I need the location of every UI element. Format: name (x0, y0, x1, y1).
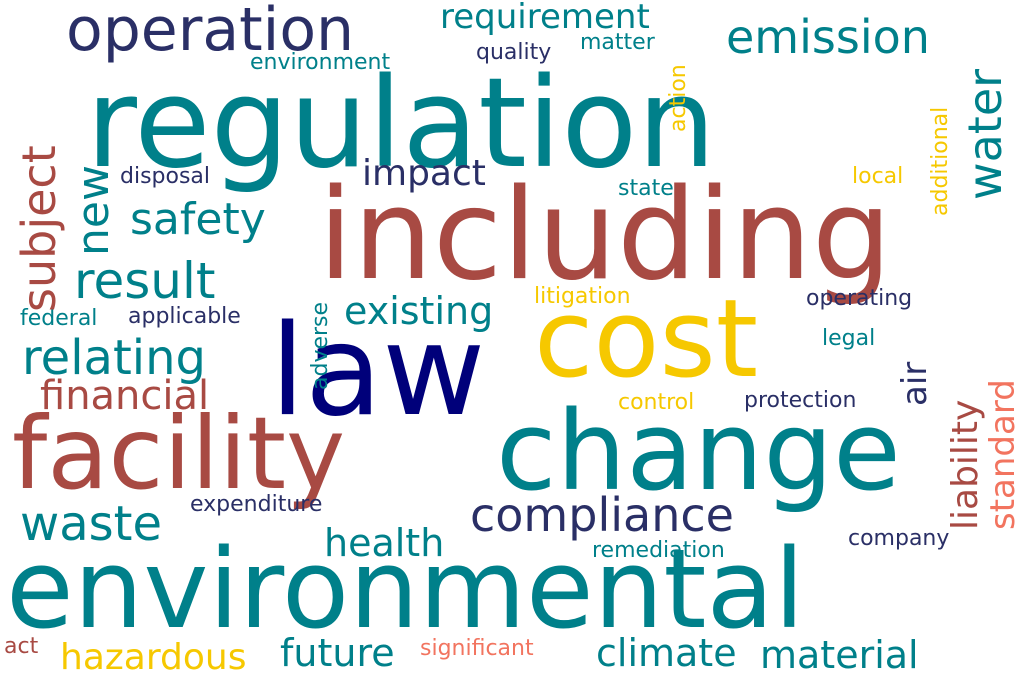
word-financial: financial (40, 373, 210, 419)
word-impact: impact (362, 153, 486, 194)
word-new: new (68, 165, 119, 256)
word-emission: emission (726, 10, 930, 64)
word-remediation: remediation (592, 538, 725, 563)
word-additional: additional (928, 106, 953, 216)
word-act: act (4, 634, 39, 659)
word-climate: climate (596, 631, 737, 675)
word-health: health (324, 521, 445, 565)
word-waste: waste (20, 496, 163, 552)
word-law: law (270, 297, 486, 444)
word-including: including (318, 161, 892, 308)
word-standard: standard (983, 379, 1023, 530)
word-subject: subject (12, 145, 66, 312)
word-cost: cost (534, 277, 759, 402)
word-action: action (666, 64, 691, 132)
word-operating: operating (806, 286, 913, 311)
word-federal: federal (20, 306, 98, 331)
word-protection: protection (744, 388, 857, 413)
word-operation: operation (66, 0, 355, 65)
word-adverse: adverse (308, 301, 333, 390)
word-liability: liability (945, 399, 986, 530)
word-significant: significant (420, 636, 534, 661)
word-hazardous: hazardous (60, 637, 247, 678)
word-disposal: disposal (120, 164, 211, 189)
word-company: company (848, 526, 950, 551)
word-quality: quality (476, 40, 552, 65)
word-expenditure: expenditure (190, 492, 323, 517)
word-legal: legal (822, 326, 876, 351)
word-safety: safety (130, 194, 266, 245)
word-material: material (760, 633, 919, 677)
word-facility: facility (12, 395, 346, 512)
word-state: state (618, 176, 674, 201)
word-regulation: regulation (86, 52, 716, 196)
word-compliance: compliance (470, 488, 734, 542)
word-environmental: environmental (6, 525, 805, 653)
word-applicable: applicable (128, 304, 241, 329)
word-result: result (74, 252, 216, 310)
word-relating: relating (22, 330, 207, 386)
word-air: air (895, 361, 935, 406)
word-water: water (958, 68, 1012, 200)
word-litigation: litigation (534, 284, 631, 309)
word-existing: existing (344, 289, 494, 333)
word-future: future (280, 631, 395, 675)
word-requirement: requirement (440, 0, 650, 37)
word-change: change (496, 387, 901, 515)
word-environment: environment (250, 50, 391, 75)
word-matter: matter (580, 30, 655, 55)
word-local: local (852, 164, 904, 189)
word-control: control (618, 390, 695, 415)
